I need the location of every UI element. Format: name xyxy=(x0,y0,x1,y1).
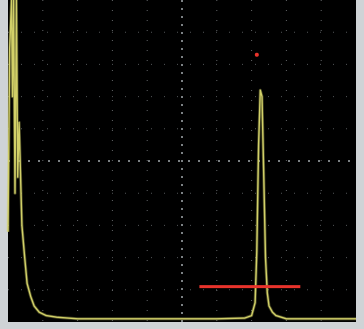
grid-dots xyxy=(8,0,356,322)
echo-trace-layer xyxy=(6,0,356,321)
echo-trace xyxy=(7,0,356,320)
peak-marker-dot xyxy=(254,52,259,57)
marker-layer xyxy=(254,52,259,57)
